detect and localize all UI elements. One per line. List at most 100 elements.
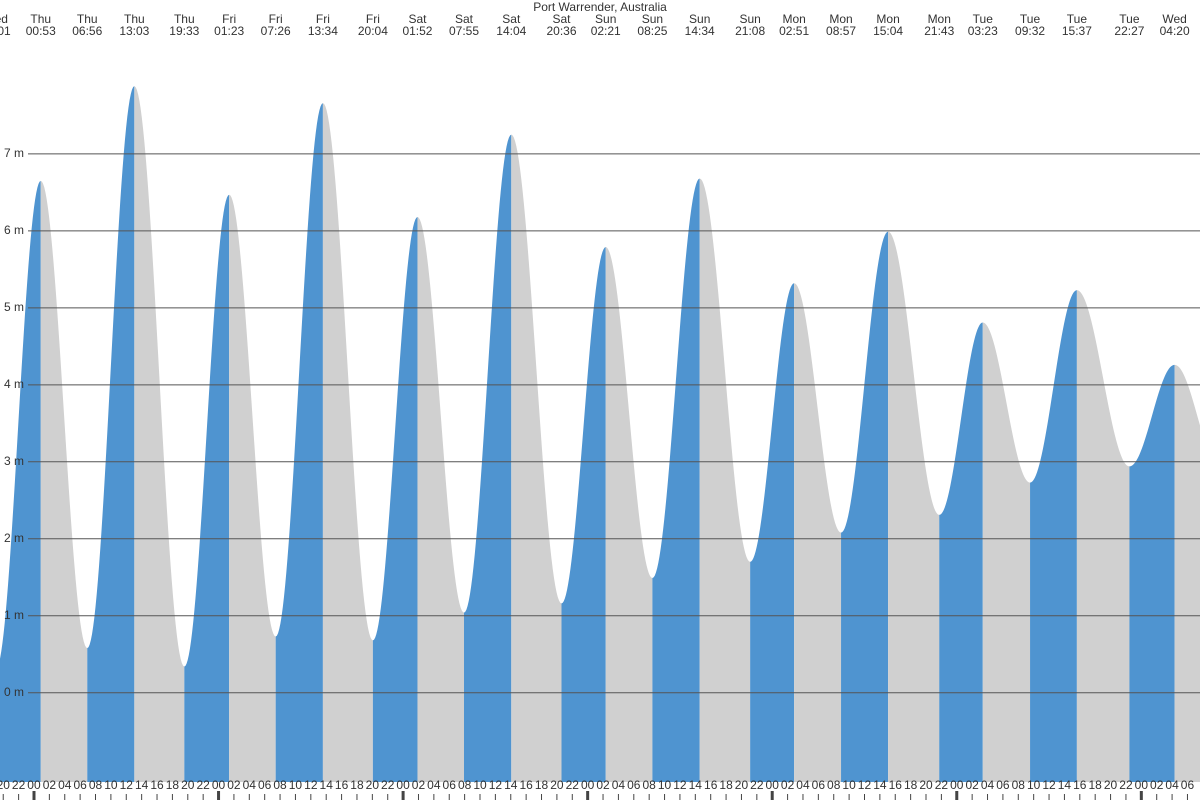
x-tick-label: 06 — [258, 778, 272, 792]
tide-segment — [699, 178, 751, 783]
extreme-day: Sat — [553, 12, 572, 26]
x-tick-label: 22 — [935, 778, 949, 792]
tide-segment — [0, 180, 41, 782]
x-tick-label: 12 — [304, 778, 318, 792]
tide-segment — [888, 231, 940, 782]
x-tick-label: 02 — [596, 778, 610, 792]
extreme-day: Mon — [782, 12, 805, 26]
x-tick-label: 00 — [27, 778, 41, 792]
y-tick-label: 2 m — [4, 531, 24, 545]
x-tick-label: 00 — [396, 778, 410, 792]
x-tick-label: 00 — [581, 778, 595, 792]
x-tick-label: 14 — [689, 778, 703, 792]
x-tick-label: 00 — [950, 778, 964, 792]
x-tick-label: 16 — [335, 778, 349, 792]
extreme-day: Fri — [366, 12, 380, 26]
extreme-time: 01:23 — [214, 24, 244, 38]
x-tick-label: 08 — [458, 778, 472, 792]
extreme-day: Mon — [928, 12, 951, 26]
tide-segment — [841, 231, 889, 782]
x-tick-label: 12 — [1042, 778, 1056, 792]
x-tick-label: 12 — [489, 778, 503, 792]
x-tick-label: 00 — [212, 778, 226, 792]
tide-segment-tail — [1174, 364, 1200, 782]
extreme-day: Tue — [1020, 12, 1041, 26]
tide-segment — [322, 103, 373, 783]
extreme-time: 21:08 — [735, 24, 765, 38]
extreme-day: Sat — [408, 12, 427, 26]
extreme-time: 20:04 — [358, 24, 388, 38]
x-tick-label: 02 — [1150, 778, 1164, 792]
tide-segment — [87, 86, 135, 783]
x-tick-label: 04 — [1165, 778, 1179, 792]
tide-segment — [561, 247, 606, 783]
y-tick-label: 1 m — [4, 608, 24, 622]
extreme-day: Wed — [0, 12, 8, 26]
tide-segment — [134, 86, 185, 783]
x-tick-label: 12 — [858, 778, 872, 792]
extreme-day: Thu — [77, 12, 98, 26]
x-tick-label: 14 — [320, 778, 334, 792]
extreme-day: Sun — [739, 12, 760, 26]
extreme-time: 06:56 — [72, 24, 102, 38]
tide-segment — [1076, 290, 1130, 782]
x-tick-label: 10 — [1027, 778, 1041, 792]
x-tick-label: 16 — [519, 778, 533, 792]
x-tick-label: 02 — [227, 778, 241, 792]
tide-segment — [40, 180, 88, 783]
x-tick-label: 08 — [827, 778, 841, 792]
x-tick-label: 14 — [1058, 778, 1072, 792]
x-tick-label: 02 — [781, 778, 795, 792]
extreme-time: 07:26 — [261, 24, 291, 38]
x-tick-label: 22 — [196, 778, 210, 792]
extreme-time: 02:51 — [779, 24, 809, 38]
x-tick-label: 14 — [504, 778, 518, 792]
x-tick-label: 16 — [889, 778, 903, 792]
x-tick-label: 22 — [750, 778, 764, 792]
x-tick-label: 04 — [243, 778, 257, 792]
x-tick-label: 06 — [627, 778, 641, 792]
extreme-day: Sun — [689, 12, 710, 26]
tide-segment — [275, 103, 323, 783]
tide-segment — [939, 322, 983, 782]
x-tick-label: 16 — [1073, 778, 1087, 792]
extreme-time: 08:57 — [826, 24, 856, 38]
x-tick-label: 02 — [965, 778, 979, 792]
x-tick-label: 08 — [1012, 778, 1026, 792]
tide-segment — [1129, 364, 1175, 782]
extreme-time: 15:04 — [873, 24, 903, 38]
x-tick-label: 22 — [12, 778, 26, 792]
extreme-day: Fri — [269, 12, 283, 26]
extreme-time: 13:34 — [308, 24, 338, 38]
x-tick-label: 04 — [981, 778, 995, 792]
x-tick-label: 10 — [473, 778, 487, 792]
tide-segment — [184, 194, 230, 782]
tide-segment — [372, 217, 418, 782]
x-tick-label: 10 — [658, 778, 672, 792]
x-tick-label: 06 — [73, 778, 87, 792]
extreme-day: Sat — [455, 12, 474, 26]
x-tick-label: 18 — [535, 778, 549, 792]
x-tick-label: 04 — [427, 778, 441, 792]
extreme-time: 13:03 — [119, 24, 149, 38]
x-tick-label: 22 — [1119, 778, 1133, 792]
y-tick-label: 7 m — [4, 146, 24, 160]
x-tick-label: 00 — [766, 778, 780, 792]
x-tick-label: 22 — [381, 778, 395, 792]
x-tick-label: 18 — [904, 778, 918, 792]
tide-segment — [652, 178, 700, 783]
x-tick-label: 00 — [1135, 778, 1149, 792]
extreme-day: Sun — [642, 12, 663, 26]
x-tick-label: 18 — [350, 778, 364, 792]
x-tick-label: 04 — [612, 778, 626, 792]
extreme-time: 08:25 — [637, 24, 667, 38]
extreme-day: Tue — [973, 12, 994, 26]
extreme-day: Sat — [502, 12, 521, 26]
tide-segment — [982, 322, 1031, 782]
tide-segment — [464, 134, 512, 783]
extreme-time: 15:37 — [1062, 24, 1092, 38]
x-tick-label: 02 — [43, 778, 57, 792]
tide-segment — [511, 134, 562, 783]
x-tick-label: 18 — [1089, 778, 1103, 792]
